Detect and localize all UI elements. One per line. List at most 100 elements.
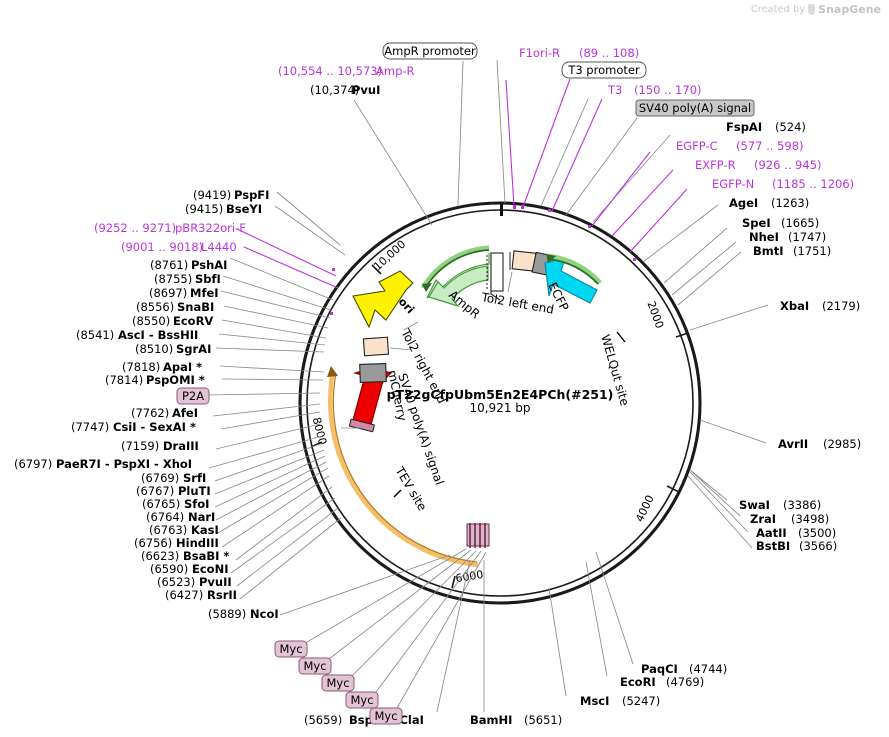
- feature-tol2-right-end[interactable]: Tol2 right end: [398, 252, 504, 406]
- pos-snabi: (8556): [136, 300, 174, 314]
- label-afei[interactable]: (7762) AfeI: [131, 406, 198, 420]
- enz-srfi: SrfI: [183, 471, 206, 485]
- label-sgrai[interactable]: (8510) SgrAI: [135, 342, 211, 356]
- label-mfei[interactable]: (8697) MfeI: [149, 286, 219, 300]
- label-bstbi[interactable]: BstBI (3566): [756, 539, 837, 553]
- enz-xbai: XbaI: [780, 299, 809, 313]
- label-t3-promoter[interactable]: T3 promoter: [561, 61, 647, 79]
- label-pluti[interactable]: (6767) PluTI: [136, 484, 211, 498]
- label-swai[interactable]: SwaI (3386): [739, 498, 821, 512]
- feature-myc-repeats[interactable]: [466, 523, 490, 548]
- pos-avrii: (2985): [823, 437, 861, 451]
- label-kasi[interactable]: (6763) KasI: [149, 523, 219, 537]
- pos-paqci: (4744): [689, 662, 727, 676]
- label-f1ori-r[interactable]: F1ori-R (89 .. 108): [519, 46, 639, 60]
- label-agei[interactable]: AgeI (1263): [729, 196, 809, 210]
- enz-pspfi: PspFI: [234, 188, 269, 202]
- enz-asci-bsshii: AscI - BssHII: [118, 328, 198, 342]
- badge-label-myc-5: Myc: [374, 709, 397, 723]
- feature-tev-site[interactable]: TEV site: [392, 463, 430, 513]
- label-pvui[interactable]: (10,374) PvuI: [310, 83, 380, 97]
- feature-ampr[interactable]: AmpR: [420, 245, 490, 321]
- label-csii-sexai[interactable]: (7747) CsiI - SexAI *: [71, 420, 196, 434]
- badge-myc-4[interactable]: Myc: [345, 691, 379, 709]
- primer-range-amp-r: (10,554 .. 10,573): [278, 64, 382, 78]
- label-asci-bsshii[interactable]: (8541) AscI - BssHII: [76, 328, 198, 342]
- label-xbai[interactable]: XbaI (2179): [780, 299, 860, 313]
- label-bamhi[interactable]: BamHI (5651): [470, 713, 562, 727]
- label-pshai[interactable]: (8761) PshAI: [150, 258, 227, 272]
- label-pbr322ori-f[interactable]: (9252 .. 9271) pBR322ori-F: [94, 221, 246, 235]
- label-sfoi[interactable]: (6765) SfoI: [142, 497, 209, 511]
- plasmid-length: 10,921 bp: [469, 401, 530, 415]
- label-apai[interactable]: (7818) ApaI *: [122, 360, 202, 374]
- primer-pbr322ori-f: pBR322ori-F: [175, 221, 246, 235]
- feature-orange-arc[interactable]: [327, 366, 479, 568]
- label-paqci[interactable]: PaqCI (4744): [641, 662, 727, 676]
- badge-p2a[interactable]: P2A: [176, 387, 210, 405]
- label-aatii[interactable]: AatII (3500): [756, 526, 836, 540]
- label-bspdi-clai[interactable]: (5659) BspDI - ClaI: [304, 713, 424, 727]
- label-t3-primer[interactable]: T3 (150 .. 170): [607, 83, 702, 97]
- feature-ori[interactable]: ori: [352, 270, 417, 329]
- label-zrai[interactable]: ZraI (3498): [750, 512, 829, 526]
- pos-asci: (8541): [76, 328, 114, 342]
- label-nhei[interactable]: NheI (1747): [749, 230, 826, 244]
- label-econi[interactable]: (6590) EcoNI: [150, 562, 228, 576]
- label-bmti[interactable]: BmtI (1751): [753, 244, 831, 258]
- label-paer7i-pspxi-xhoi[interactable]: (6797) PaeR7I - PspXI - XhoI: [14, 457, 192, 471]
- pos-sgrai: (8510): [135, 342, 173, 356]
- label-draiii[interactable]: (7159) DraIII: [121, 439, 199, 453]
- pos-sfoi: (6765): [142, 497, 180, 511]
- label-pvuii[interactable]: (6523) PvuII: [157, 575, 232, 589]
- label-egfp-c[interactable]: EGFP-C (577 .. 598): [676, 139, 804, 153]
- enz-msci: MscI: [580, 694, 609, 708]
- enz-ecori: EcoRI: [620, 675, 656, 689]
- label-avrii[interactable]: AvrII (2985): [778, 437, 861, 451]
- badge-myc-2[interactable]: Myc: [298, 657, 332, 675]
- label-ampr-promoter[interactable]: AmpR promoter: [382, 42, 478, 60]
- label-sbfi[interactable]: (8755) SbfI: [154, 272, 221, 286]
- label-ncoi[interactable]: (5889) NcoI: [208, 607, 279, 621]
- label-ecori[interactable]: EcoRI (4769): [620, 675, 704, 689]
- label-l4440[interactable]: (9001 .. 9018) L4440: [121, 240, 237, 254]
- badge-myc-1[interactable]: Myc: [274, 640, 308, 658]
- label-ecorv[interactable]: (8550) EcoRV: [132, 314, 213, 328]
- enz-nari: NarI: [188, 510, 215, 524]
- label-sv40-polya-signal[interactable]: SV40 poly(A) signal: [635, 99, 755, 117]
- pos-pluti: (6767): [136, 484, 174, 498]
- pos-bsabi: (6623): [141, 549, 179, 563]
- badge-myc-3[interactable]: Myc: [321, 674, 355, 692]
- leader-lines-top: [353, 59, 638, 226]
- badge-label-myc-4: Myc: [350, 693, 373, 707]
- enz-bstbi: BstBI: [756, 539, 790, 553]
- label-exfp-r[interactable]: EXFP-R (926 .. 945): [695, 158, 822, 172]
- label-msci[interactable]: MscI (5247): [580, 694, 660, 708]
- pos-rsrii: (6427): [165, 588, 203, 602]
- label-rsrii[interactable]: (6427) RsrII: [165, 588, 237, 602]
- label-hindiii[interactable]: (6756) HindIII: [134, 536, 219, 550]
- enz-ecorv: EcoRV: [173, 314, 213, 328]
- enz-agei: AgeI: [729, 196, 758, 210]
- pos-kasi: (6763): [149, 523, 187, 537]
- label-bseyi[interactable]: (9415) BseYI: [185, 202, 262, 216]
- pos-msci: (5247): [622, 694, 660, 708]
- label-snabi[interactable]: (8556) SnaBI: [136, 300, 214, 314]
- label-text-ampr-promoter: AmpR promoter: [384, 44, 476, 58]
- label-amp-r[interactable]: (10,554 .. 10,573) Amp-R: [278, 64, 415, 78]
- pos-agei: (1263): [771, 196, 809, 210]
- enz-pvuii: PvuII: [199, 575, 232, 589]
- label-egfp-n[interactable]: EGFP-N (1185 .. 1206): [712, 177, 854, 191]
- label-srfi[interactable]: (6769) SrfI: [141, 471, 206, 485]
- pos-spei: (1665): [781, 216, 819, 230]
- label-nari[interactable]: (6764) NarI: [146, 510, 215, 524]
- label-bsabi[interactable]: (6623) BsaBI *: [141, 549, 229, 563]
- label-pspfi[interactable]: (9419) PspFI: [193, 188, 269, 202]
- pos-srfi: (6769): [141, 471, 179, 485]
- label-spei[interactable]: SpeI (1665): [742, 216, 819, 230]
- badge-label-myc-2: Myc: [303, 659, 326, 673]
- label-fspai[interactable]: FspAI (524): [726, 120, 806, 134]
- label-pspomi[interactable]: (7814) PspOMI *: [105, 373, 205, 387]
- tick-label-2000: 2000: [644, 299, 666, 330]
- badge-myc-5[interactable]: Myc: [369, 707, 403, 725]
